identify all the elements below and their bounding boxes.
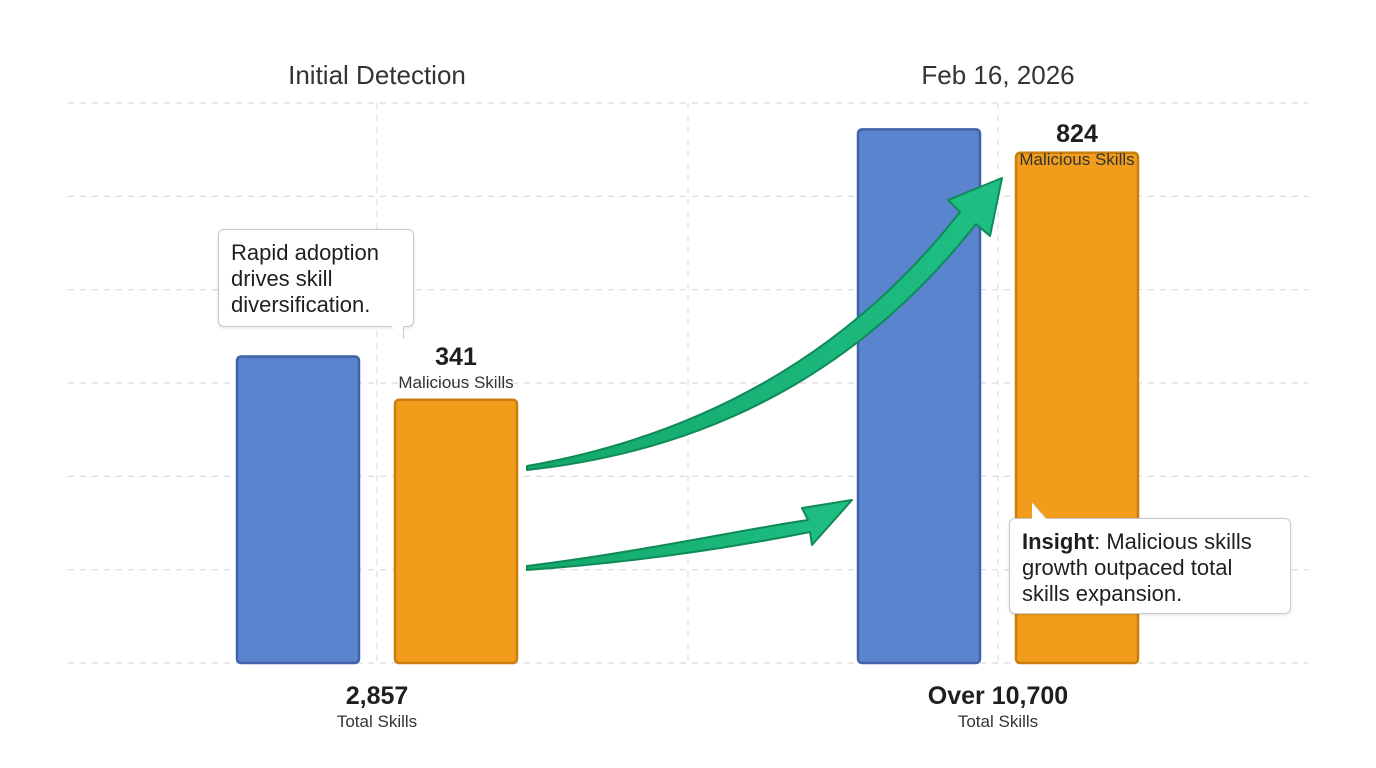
malicious-value-feb: 824 <box>1056 120 1098 148</box>
category-title-initial: Initial Detection <box>288 60 466 90</box>
bar-malicious-0 <box>393 398 519 665</box>
bar-total-1 <box>856 128 982 665</box>
total-label-feb: Over 10,700 Total Skills <box>928 681 1068 733</box>
malicious-label-initial: 341 Malicious Skills <box>398 342 513 394</box>
malicious-caption-feb: Malicious Skills <box>1019 150 1135 169</box>
growth-arrow-malicious <box>526 177 1003 471</box>
insight-text: : Malicious skills growth outpaced total… <box>1022 529 1252 606</box>
malicious-caption-initial: Malicious Skills <box>398 373 514 392</box>
insight-label: Insight <box>1022 529 1095 554</box>
growth-arrows <box>526 177 1003 571</box>
total-value-initial: 2,857 <box>345 682 409 710</box>
total-caption-initial: Total Skills <box>336 712 418 731</box>
total-value-feb: Over 10,700 <box>927 682 1069 710</box>
category-title-feb: Feb 16, 2026 <box>921 60 1075 90</box>
annotation-adoption: Rapid adoption drives skill diversificat… <box>218 229 414 327</box>
growth-arrow-total <box>526 499 853 571</box>
annotation-insight: Insight: Malicious skills growth outpace… <box>1009 518 1291 614</box>
malicious-label-feb: 824 Malicious Skills <box>1019 119 1134 171</box>
malicious-value-initial: 341 <box>435 343 477 371</box>
total-caption-feb: Total Skills <box>957 712 1039 731</box>
total-label-initial: 2,857 Total Skills <box>337 681 417 733</box>
bar-total-0 <box>235 355 361 665</box>
